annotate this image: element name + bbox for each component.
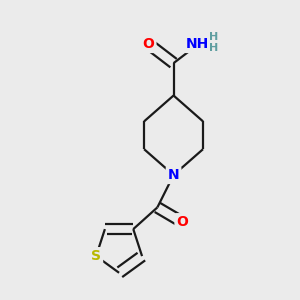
Text: N: N	[168, 168, 179, 182]
Text: NH: NH	[185, 37, 209, 51]
Text: H: H	[209, 44, 218, 53]
Text: H: H	[209, 32, 218, 42]
Text: O: O	[142, 37, 154, 51]
Text: S: S	[91, 249, 101, 263]
Text: O: O	[176, 215, 188, 229]
